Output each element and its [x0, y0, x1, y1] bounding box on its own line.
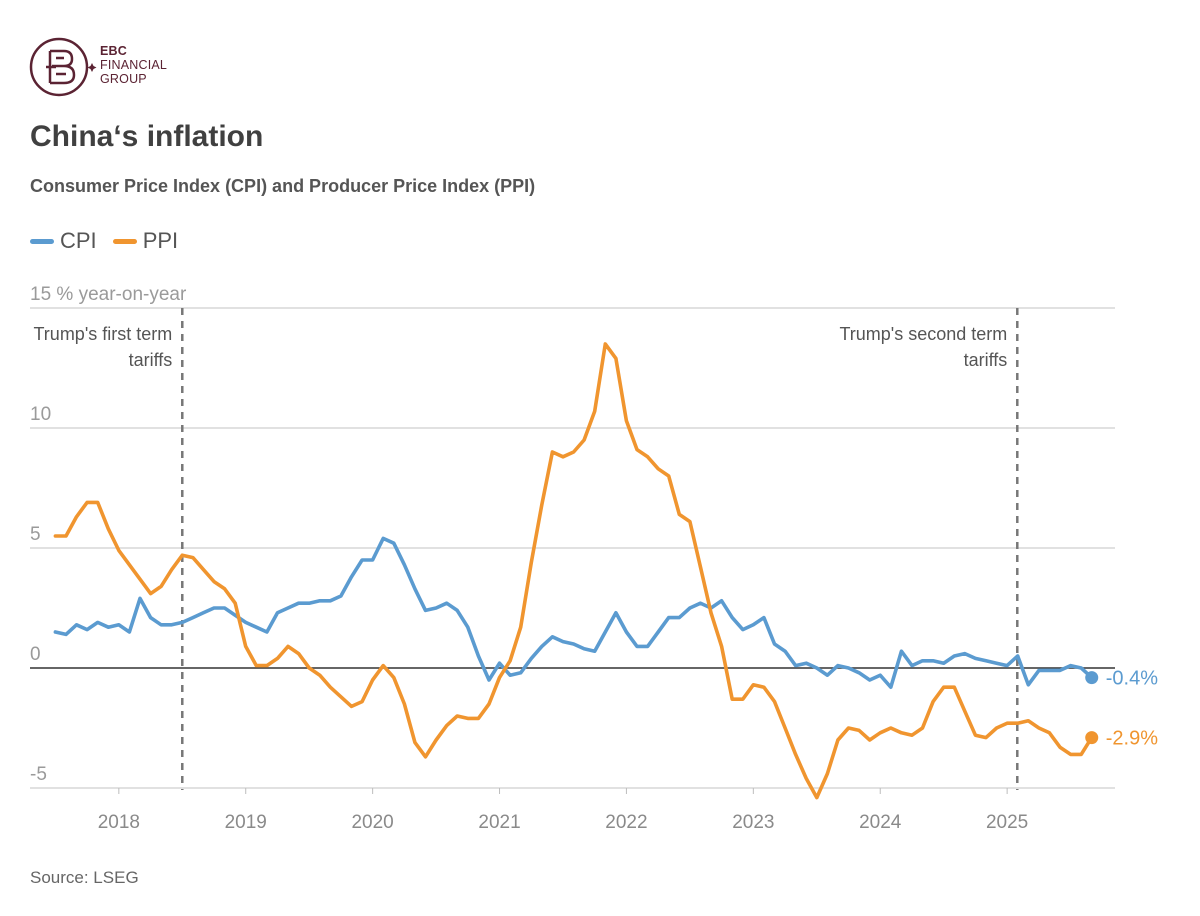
x-tick-label: 2025: [986, 812, 1028, 833]
legend-item-ppi: PPI: [112, 228, 179, 254]
x-tick-label: 2024: [859, 812, 902, 833]
x-tick-label: 2020: [351, 812, 393, 833]
y-tick-label: -5: [30, 764, 47, 785]
annotation-label: tariffs: [129, 350, 173, 370]
annotation-label: tariffs: [964, 350, 1008, 370]
source-note: Source: LSEG: [30, 868, 139, 887]
chart-legend: CPI PPI: [30, 228, 194, 254]
series-end-label-ppi: -2.9%: [1106, 728, 1158, 750]
series-line-ppi: [53, 342, 1094, 800]
series-line-cpi: [53, 536, 1094, 689]
series-end-label-cpi: -0.4%: [1106, 668, 1158, 690]
x-tick-label: 2019: [225, 812, 267, 833]
x-tick-label: 2018: [98, 812, 140, 833]
x-tick-label: 2021: [478, 812, 520, 833]
legend-swatch-cpi: [30, 238, 54, 244]
chart-subtitle: Consumer Price Index (CPI) and Producer …: [30, 176, 536, 196]
brand-line-2: FINANCIAL: [100, 58, 168, 72]
brand-logo: [28, 36, 198, 98]
series-end-point-cpi: [1085, 671, 1099, 685]
series-end-point-ppi: [1085, 731, 1099, 745]
annotation-label: Trump's second term: [839, 324, 1007, 344]
ebc-emblem-icon: [29, 37, 97, 97]
brand-name: EBC FINANCIAL GROUP: [100, 44, 167, 86]
y-tick-label: 15 % year-on-year: [30, 284, 187, 305]
y-tick-label: 5: [30, 524, 41, 545]
annotation-label: Trump's first term: [33, 324, 172, 344]
brand-line-3: GROUP: [100, 72, 147, 86]
x-tick-label: 2023: [732, 812, 774, 833]
legend-swatch-ppi: [112, 238, 137, 244]
legend-label-cpi: CPI: [60, 228, 97, 253]
legend-item-cpi: CPI: [30, 228, 97, 254]
legend-label-ppi: PPI: [142, 228, 179, 253]
x-tick-label: 2022: [605, 812, 647, 833]
y-tick-label: 10: [30, 404, 51, 425]
brand-line-1: EBC: [100, 44, 127, 58]
line-chart: 15 % year-on-year 10 5 0 -5 2018 2019 2020 2021 2…: [30, 284, 1158, 833]
y-tick-label: 0: [30, 644, 41, 665]
chart-title: China‘s inflation: [30, 120, 264, 153]
